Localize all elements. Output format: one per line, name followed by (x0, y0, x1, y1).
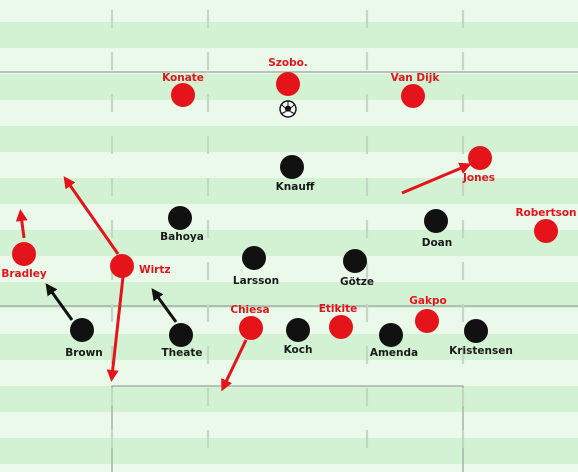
arrow-theate (151, 288, 178, 323)
player-marker (280, 155, 304, 179)
player-label: Chiesa (230, 304, 269, 316)
player-marker (239, 316, 263, 340)
player-knauff: Knauff (276, 155, 315, 193)
player-amenda: Amenda (370, 323, 418, 359)
player-marker (171, 83, 195, 107)
channel-dashes (110, 10, 465, 472)
player-marker (110, 254, 134, 278)
player-label: Amenda (370, 347, 418, 359)
player-label: Doan (422, 237, 453, 249)
player-marker (286, 318, 310, 342)
player-gakpo: Gakpo (409, 295, 447, 333)
player-marker (424, 209, 448, 233)
player-marker (329, 315, 353, 339)
player-brown: Brown (65, 318, 103, 359)
player-label: Götze (340, 276, 374, 288)
player-bradley: Bradley (1, 242, 47, 280)
player-label: Theate (162, 347, 203, 359)
player-label: Etikite (319, 303, 358, 315)
player-koch: Koch (284, 318, 313, 356)
arrow-brown (45, 283, 74, 321)
player-wirtz: Wirtz (110, 254, 171, 278)
player-marker (464, 319, 488, 343)
player-label: Knauff (276, 181, 315, 193)
player-theate: Theate (162, 323, 203, 359)
player-etikite: Etikite (319, 303, 358, 339)
red-team: Konate Szobo. Van Dijk Jones Robertson B… (1, 57, 577, 340)
player-label: Kristensen (449, 345, 513, 357)
player-label: Brown (65, 347, 103, 359)
player-marker (468, 146, 492, 170)
player-marker (276, 72, 300, 96)
player-label: Larsson (233, 275, 279, 287)
player-label: Gakpo (409, 295, 446, 307)
player-label: Wirtz (139, 264, 171, 276)
player-marker (401, 84, 425, 108)
player-marker (169, 323, 193, 347)
pitch-lines (0, 10, 578, 472)
player-marker (343, 249, 367, 273)
player-label: Bahoya (160, 231, 204, 243)
player-marker (242, 246, 266, 270)
player-bahoya: Bahoya (160, 206, 204, 243)
player-doan: Doan (422, 209, 453, 249)
player-marker (70, 318, 94, 342)
player-szobo: Szobo. (268, 57, 308, 96)
player-larsson: Larsson (233, 246, 279, 287)
arrow-chiesa (221, 339, 248, 392)
arrow-jones (401, 162, 472, 195)
player-marker (534, 219, 558, 243)
player-robertson: Robertson (515, 207, 577, 243)
player-gotze: Götze (340, 249, 374, 288)
player-label: Robertson (515, 207, 576, 219)
player-konate: Konate (162, 72, 204, 107)
player-chiesa: Chiesa (230, 304, 270, 340)
movement-arrows (15, 162, 472, 392)
player-label: Jones (462, 172, 495, 184)
player-van-dijk: Van Dijk (391, 72, 441, 108)
arrow-wirtz-down (106, 276, 125, 382)
player-jones: Jones (462, 146, 495, 184)
arrow-bradley (15, 209, 28, 239)
soccer-ball-icon (279, 100, 297, 118)
player-label: Szobo. (268, 57, 308, 69)
player-kristensen: Kristensen (449, 319, 513, 357)
player-label: Konate (162, 72, 204, 84)
player-marker (415, 309, 439, 333)
black-team: Knauff Bahoya Doan Larsson Götze Brown T… (65, 155, 513, 359)
arrow-wirtz-up (63, 176, 120, 255)
player-label: Koch (284, 344, 313, 356)
player-marker (12, 242, 36, 266)
player-label: Van Dijk (391, 72, 441, 84)
player-marker (379, 323, 403, 347)
player-label: Bradley (1, 268, 47, 280)
player-marker (168, 206, 192, 230)
